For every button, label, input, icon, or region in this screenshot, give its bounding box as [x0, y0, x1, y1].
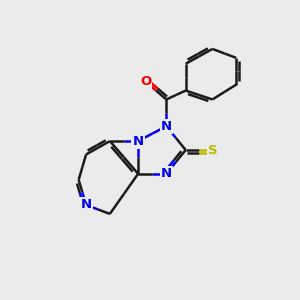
Text: N: N — [133, 135, 144, 148]
Text: S: S — [208, 143, 217, 157]
Text: N: N — [80, 199, 92, 212]
Text: N: N — [161, 167, 172, 180]
Text: N: N — [161, 120, 172, 133]
Text: O: O — [140, 75, 151, 88]
